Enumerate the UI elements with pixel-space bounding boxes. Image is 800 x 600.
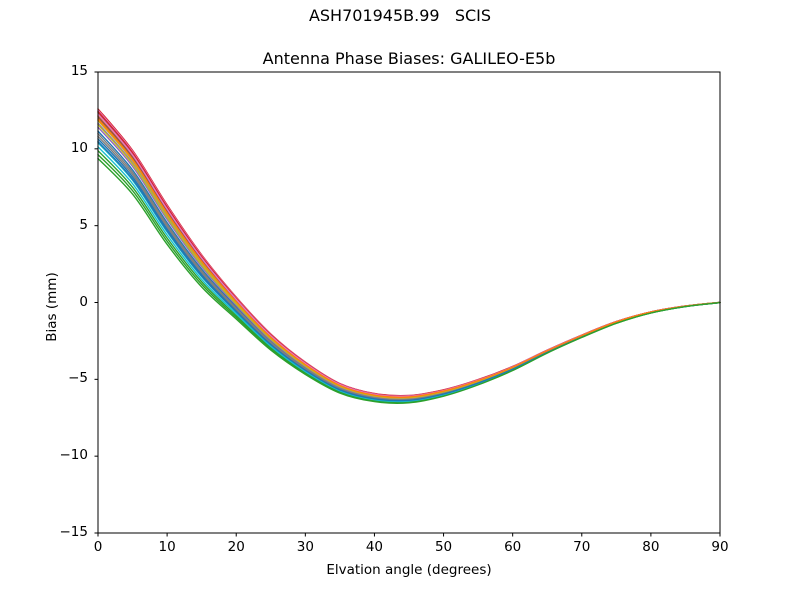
x-tick-label: 40 xyxy=(365,539,384,555)
axes-title: Antenna Phase Biases: GALILEO-E5b xyxy=(262,49,556,68)
x-tick-label: 80 xyxy=(642,539,660,555)
x-tick-label: 20 xyxy=(227,539,245,555)
x-tick-label: 60 xyxy=(504,539,522,555)
y-tick-label: 15 xyxy=(70,63,88,79)
y-tick-label: −10 xyxy=(59,447,89,464)
y-tick-label: −15 xyxy=(59,524,89,540)
x-axis-label: Elvation angle (degrees) xyxy=(326,562,492,578)
x-tick-label: 10 xyxy=(158,539,176,555)
bias-curve xyxy=(97,118,721,398)
x-tick-label: 30 xyxy=(296,539,314,555)
x-tick-label: 70 xyxy=(573,539,591,555)
x-tick-label: 90 xyxy=(711,539,729,555)
y-tick-label: −5 xyxy=(68,370,88,387)
bias-curve xyxy=(97,157,721,404)
y-tick-label: 0 xyxy=(79,293,88,310)
bias-curve xyxy=(97,112,721,397)
x-tick-label: 50 xyxy=(434,539,453,555)
y-tick-label: 10 xyxy=(70,139,88,156)
y-tick-label: 5 xyxy=(79,216,88,233)
bias-curve xyxy=(97,153,721,404)
bias-curve xyxy=(97,150,721,403)
figure-suptitle: ASH701945B.99 SCIS xyxy=(308,6,492,25)
bias-curve xyxy=(97,140,721,402)
axes-spines xyxy=(97,71,721,534)
x-tick-label: 0 xyxy=(93,539,103,555)
